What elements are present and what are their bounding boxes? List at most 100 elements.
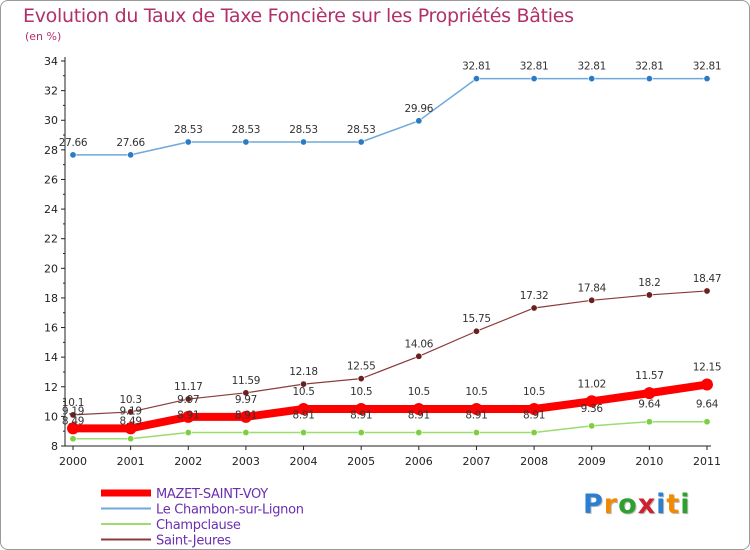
- data-label: 9.64: [638, 399, 661, 411]
- data-label: 11.57: [635, 370, 664, 382]
- y-tick-label: 24: [44, 203, 58, 216]
- data-point: [645, 418, 653, 426]
- data-label: 9.64: [696, 399, 719, 411]
- data-label: 17.32: [520, 290, 549, 302]
- y-tick-label: 20: [44, 262, 58, 275]
- x-tick-label: 2003: [232, 455, 260, 468]
- data-label: 10.5: [292, 386, 314, 398]
- x-tick-label: 2008: [520, 455, 548, 468]
- legend-entry: Le Chambon-sur-Lignon: [156, 503, 304, 518]
- series-line: [69, 380, 711, 433]
- data-label: 32.81: [693, 61, 722, 73]
- logo-letter: i: [680, 489, 691, 520]
- data-point: [124, 422, 137, 435]
- data-point: [472, 75, 480, 83]
- data-point: [415, 429, 423, 437]
- data-point: [357, 375, 365, 383]
- data-point: [127, 151, 135, 159]
- data-label: 27.66: [116, 137, 145, 149]
- y-tick-label: 28: [44, 144, 58, 157]
- data-point: [412, 402, 425, 415]
- data-point: [67, 422, 79, 435]
- logo-letter: o: [618, 489, 638, 520]
- data-point: [297, 402, 310, 415]
- data-label: 18.47: [693, 273, 722, 285]
- series-line: [72, 290, 708, 416]
- data-point: [645, 75, 653, 83]
- data-point: [69, 411, 77, 419]
- x-tick-label: 2009: [578, 455, 606, 468]
- data-label: 9.36: [581, 403, 604, 415]
- chart-title: Evolution du Taux de Taxe Foncière sur l…: [23, 5, 574, 27]
- data-point: [184, 395, 192, 403]
- data-point: [415, 117, 423, 125]
- data-point: [703, 287, 711, 295]
- data-label: 29.96: [405, 103, 434, 115]
- data-label: 8.91: [408, 410, 430, 422]
- data-point: [701, 378, 713, 391]
- x-tick-label: 2007: [462, 455, 490, 468]
- data-label: 9.19: [62, 405, 84, 417]
- data-label: 11.02: [577, 378, 606, 390]
- data-label: 8.91: [350, 410, 372, 422]
- legend-entry: Saint-Jeures: [156, 534, 231, 549]
- data-label: 18.2: [638, 277, 660, 289]
- data-label: 12.55: [347, 361, 376, 373]
- x-tick-label: 2006: [405, 455, 433, 468]
- data-point: [530, 429, 538, 437]
- data-label: 15.75: [462, 313, 491, 325]
- data-point: [69, 435, 77, 443]
- data-label: 32.81: [577, 61, 606, 73]
- data-point: [69, 151, 77, 159]
- y-tick-label: 8: [51, 440, 58, 453]
- data-label: 32.81: [520, 61, 549, 73]
- data-label: 8.91: [292, 410, 314, 422]
- logo-letter: r: [603, 489, 619, 520]
- y-tick-label: 22: [44, 233, 58, 246]
- data-point: [242, 429, 250, 437]
- data-point: [588, 422, 596, 430]
- data-label: 8.91: [465, 410, 487, 422]
- data-label: 8.91: [177, 410, 199, 422]
- y-tick-label: 12: [44, 381, 58, 394]
- data-point: [242, 389, 250, 397]
- data-point: [530, 75, 538, 83]
- data-label: 8.49: [62, 416, 84, 428]
- data-point: [357, 429, 365, 437]
- data-label: 11.17: [174, 381, 203, 393]
- data-label: 10.5: [408, 386, 430, 398]
- series-line: [72, 420, 708, 440]
- data-label: 8.91: [235, 410, 257, 422]
- data-point: [643, 387, 656, 400]
- data-label: 12.15: [693, 362, 722, 374]
- data-point: [182, 410, 195, 423]
- data-label: 10.1: [62, 397, 84, 409]
- data-point: [588, 296, 596, 304]
- legend-entry: Champclause: [156, 518, 241, 533]
- data-point: [528, 402, 541, 415]
- data-label: 8.49: [120, 416, 142, 428]
- data-point: [530, 304, 538, 312]
- data-point: [355, 402, 368, 415]
- data-label: 28.53: [347, 124, 376, 136]
- x-tick-label: 2004: [290, 455, 318, 468]
- x-tick-label: 2005: [347, 455, 375, 468]
- data-point: [127, 408, 135, 416]
- x-tick-label: 2010: [635, 455, 663, 468]
- data-label: 10.5: [523, 386, 545, 398]
- y-tick-label: 16: [44, 322, 58, 335]
- data-label: 14.06: [405, 338, 434, 350]
- data-point: [357, 138, 365, 146]
- data-point: [127, 435, 135, 443]
- data-point: [415, 352, 423, 360]
- data-label: 11.59: [232, 375, 261, 387]
- y-tick-label: 30: [44, 114, 58, 127]
- data-point: [472, 429, 480, 437]
- data-label: 28.53: [289, 124, 318, 136]
- data-label: 28.53: [232, 124, 261, 136]
- data-point: [239, 410, 252, 423]
- data-point: [645, 291, 653, 299]
- logo-letter: t: [666, 489, 681, 520]
